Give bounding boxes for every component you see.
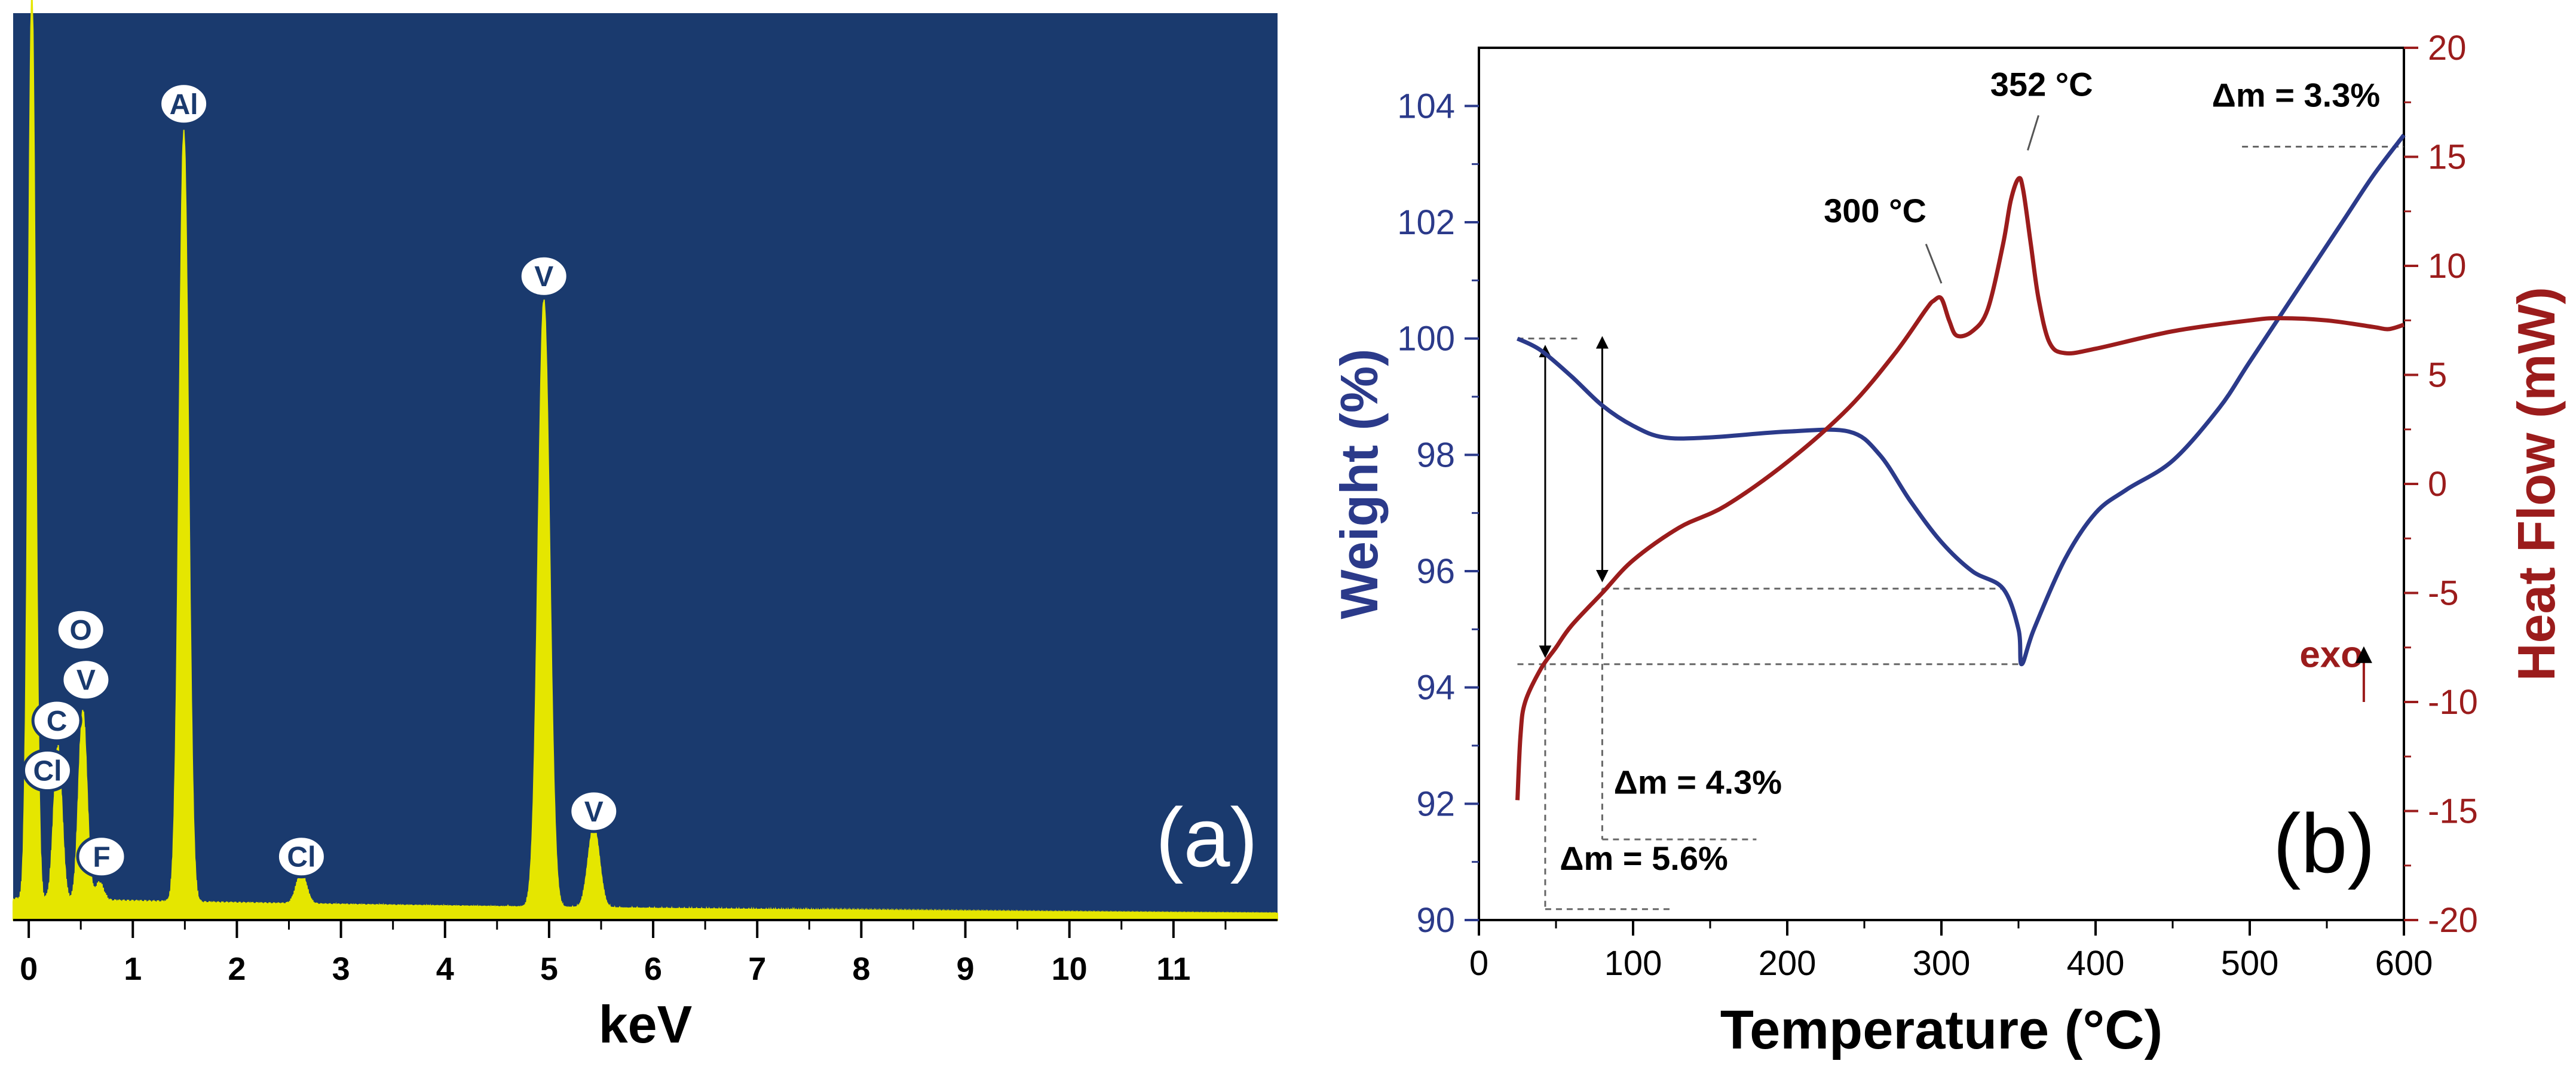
heat-y-tick-label: 5 [2428,356,2447,395]
eds-x-tick-label: 5 [540,951,558,987]
eds-x-tick-label: 6 [644,951,662,987]
heat-y-tick-label: 20 [2428,29,2467,68]
heat-y-tick-label: 0 [2428,465,2447,504]
eds-peak-label-text: O [70,615,92,646]
eds-x-tick-label: 1 [124,951,142,987]
heat-flow-curve [1515,176,2405,801]
eds-peak-label-circle [55,608,106,652]
eds-peak-label: V [60,658,112,702]
eds-panel-label: (a) [1156,790,1258,884]
heat-y-tick-label: -10 [2428,683,2478,722]
tga-x-tick-label: 400 [2067,944,2125,983]
weight-y-tick-label: 102 [1397,203,1455,242]
eds-x-tick-label: 8 [852,951,870,987]
tga-x-tick-label: 100 [1604,944,1662,983]
eds-peak-label: F [76,835,127,879]
eds-peak-label-circle [60,658,112,702]
tga-x-tick-label: 200 [1759,944,1817,983]
eds-x-tick-label: 11 [1156,951,1190,987]
heat-y-tick-label: -15 [2428,792,2478,831]
eds-peak-label-circle [158,82,210,126]
delta-m-guides [1517,115,2404,910]
tga-panel-label: (b) [2273,796,2375,890]
eds-peak-label: O [55,608,106,652]
tga-annotation: Δm = 4.3% [1614,763,1782,801]
tga-annotation: Δm = 3.3% [2212,76,2381,114]
eds-x-tick-label: 3 [332,951,350,987]
heat-y-tick-label: -20 [2428,901,2478,940]
weight-y-tick-label: 100 [1397,320,1455,358]
eds-peak-label-circle [76,835,127,879]
weight-y-tick-label: 94 [1416,669,1455,707]
tga-x-tick-label: 600 [2375,944,2433,983]
eds-peak-label-text: V [584,796,604,828]
weight-y-tick-label: 104 [1397,87,1455,125]
eds-peak-label: V [568,789,620,833]
tga-annotation: 300 °C [1824,192,1926,229]
eds-peak-label-text: V [76,665,96,697]
weight-y-tick-label: 96 [1416,552,1455,591]
heat-flow-axis-title: Heat Flow (mW) [2507,287,2566,681]
weight-y-tick-label: 92 [1416,784,1455,823]
eds-x-tick-label: 4 [436,951,454,987]
eds-peak-label-circle [275,835,327,879]
tga-dsc-chart: 0 100 200 300 400 500 6009092949698100102104-2… [1330,29,2566,1060]
tga-x-tick-label: 500 [2221,944,2279,983]
eds-peak-label-circle [31,698,82,743]
eds-peak-label-circle [22,749,73,793]
eds-x-axis-title: keV [599,995,693,1054]
eds-peak-label-text: Cl [33,756,62,787]
eds-peak-label-text: V [534,261,553,293]
peak-300-leader [1925,243,1943,284]
eds-peak-label-text: Cl [287,842,316,873]
heat-y-tick-label: 15 [2428,138,2467,177]
eds-peak-label: Al [158,82,210,126]
eds-x-ticks: 0 1 2 3 4 5 6 7 8 9 10 11 [20,920,1227,987]
eds-x-tick-label: 9 [957,951,975,987]
tga-axis-ticks: 0 100 200 300 400 500 6009092949698100102104-2… [1397,29,2478,983]
heat-y-tick-label: 10 [2428,247,2467,286]
eds-peak-label-text: F [93,842,110,873]
eds-x-tick-label: 2 [228,951,246,987]
eds-peak-label: V [518,254,569,298]
eds-peak-label: C [31,698,82,743]
weight-y-tick-label: 98 [1416,436,1455,474]
tga-annotations: 352 °C 300 °C Δm = 3.3% Δm = 4.3% Δm = 5.6% e… [1560,65,2380,877]
tga-annotation: Δm = 5.6% [1560,839,1728,877]
weight-y-tick-label: 90 [1416,901,1455,940]
eds-peak-label-circle [518,254,569,298]
tga-x-tick-label: 0 [1469,944,1488,983]
eds-peak-label-circle [568,789,620,833]
peak-352-leader [2027,115,2039,151]
eds-peak-label: Cl [275,835,327,879]
weight-curve [1516,133,2406,667]
tga-x-tick-label: 300 [1913,944,1971,983]
weight-axis-title: Weight (%) [1330,349,1389,620]
tga-x-axis-title: Temperature (°C) [1720,1000,2163,1060]
eds-peak-label-text: Al [170,89,198,121]
eds-peak-label: Cl [22,749,73,793]
eds-peak-label-text: C [47,706,68,737]
eds-x-tick-label: 0 [20,951,38,987]
eds-spectrum-area [13,0,1278,921]
eds-plot-background [13,13,1278,920]
exo-label: exo [2299,634,2363,676]
eds-x-tick-label: 7 [748,951,766,987]
tga-annotation: 352 °C [1990,65,2093,103]
eds-x-tick-label: 10 [1052,951,1088,987]
heat-y-tick-label: -5 [2428,574,2459,613]
